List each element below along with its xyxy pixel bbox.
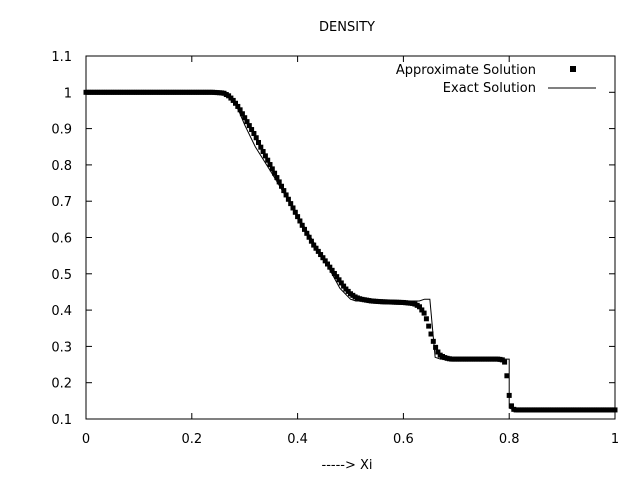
approx-point bbox=[509, 403, 514, 409]
approx-point bbox=[276, 179, 282, 185]
approx-point bbox=[315, 248, 321, 254]
approx-point bbox=[428, 331, 434, 337]
x-tick-label: 1 bbox=[611, 432, 619, 447]
approx-point bbox=[246, 123, 252, 129]
x-axis: 0 0.2 0.4 0.6 0.8 1 bbox=[82, 56, 619, 447]
approx-point bbox=[288, 201, 294, 207]
approx-point bbox=[329, 267, 335, 273]
approx-point bbox=[426, 323, 432, 329]
y-tick-label: 0.4 bbox=[51, 304, 72, 319]
y-tick-label: 0.8 bbox=[51, 159, 72, 174]
approx-point bbox=[274, 175, 280, 181]
approx-point bbox=[258, 144, 264, 150]
approx-point bbox=[256, 139, 261, 145]
plot-area bbox=[83, 89, 618, 413]
approx-point bbox=[265, 157, 271, 163]
approx-point bbox=[235, 103, 241, 109]
approx-point bbox=[283, 192, 289, 198]
approx-point bbox=[302, 226, 307, 232]
approx-point bbox=[417, 304, 422, 310]
approx-point bbox=[269, 166, 275, 172]
approx-point bbox=[233, 100, 238, 106]
approx-point bbox=[318, 252, 324, 258]
approx-point bbox=[419, 307, 425, 313]
approx-point bbox=[336, 277, 342, 283]
approx-point bbox=[267, 162, 273, 168]
approx-point bbox=[260, 149, 266, 155]
y-tick-label: 0.5 bbox=[51, 268, 72, 283]
approx-point bbox=[295, 214, 301, 220]
x-tick-label: 0.4 bbox=[287, 432, 308, 447]
approx-point bbox=[253, 135, 259, 141]
y-tick-label: 0.9 bbox=[51, 123, 72, 138]
approx-point bbox=[242, 115, 248, 121]
approx-point bbox=[421, 310, 427, 316]
approx-point bbox=[612, 407, 618, 413]
approx-point bbox=[320, 255, 326, 261]
approx-point bbox=[308, 238, 314, 244]
approx-point bbox=[504, 373, 510, 379]
approx-point bbox=[306, 234, 312, 240]
approx-point bbox=[311, 242, 317, 248]
approx-point bbox=[435, 349, 441, 355]
approx-point bbox=[272, 170, 278, 176]
approx-point bbox=[244, 119, 250, 125]
legend-marker-approximate bbox=[570, 66, 576, 72]
plot-frame bbox=[85, 55, 616, 420]
approx-point bbox=[297, 218, 303, 224]
y-tick-label: 1.1 bbox=[51, 50, 72, 65]
x-tick-label: 0 bbox=[82, 432, 90, 447]
approx-point bbox=[251, 130, 257, 136]
legend-label-approximate: Approximate Solution bbox=[396, 63, 536, 78]
approx-point bbox=[239, 111, 245, 117]
approx-point bbox=[262, 153, 268, 159]
x-axis-label: -----> Xi bbox=[322, 458, 373, 473]
y-tick-label: 0.1 bbox=[51, 413, 72, 428]
approx-point bbox=[327, 264, 333, 270]
approx-point bbox=[237, 107, 243, 113]
x-tick-label: 0.2 bbox=[181, 432, 202, 447]
approx-point bbox=[230, 97, 236, 103]
approx-point bbox=[506, 392, 512, 398]
approx-point bbox=[334, 274, 340, 280]
approx-point bbox=[430, 338, 436, 344]
legend: Approximate Solution Exact Solution bbox=[396, 63, 596, 96]
approx-point bbox=[325, 261, 330, 267]
approx-point bbox=[322, 258, 328, 264]
approx-point bbox=[304, 230, 310, 236]
approx-point bbox=[285, 196, 291, 202]
approx-point bbox=[290, 205, 296, 211]
approx-point bbox=[338, 280, 344, 286]
y-tick-label: 1 bbox=[64, 86, 72, 101]
approx-point bbox=[331, 270, 337, 276]
x-tick-label: 0.8 bbox=[499, 432, 520, 447]
series-exact-solution-line bbox=[86, 91, 615, 411]
approx-point bbox=[299, 222, 305, 228]
approx-point bbox=[313, 245, 319, 251]
approx-point bbox=[433, 344, 439, 350]
y-tick-label: 0.7 bbox=[51, 195, 72, 210]
y-tick-label: 0.2 bbox=[51, 377, 72, 392]
approx-point bbox=[341, 283, 347, 289]
legend-label-exact: Exact Solution bbox=[443, 81, 536, 96]
y-tick-label: 0.6 bbox=[51, 232, 72, 247]
chart-title: DENSITY bbox=[319, 20, 375, 35]
y-tick-label: 0.3 bbox=[51, 340, 72, 355]
approx-point bbox=[423, 316, 429, 322]
approx-point bbox=[292, 209, 298, 215]
series-approximate-solution bbox=[83, 89, 618, 413]
y-axis: 0.1 0.2 0.3 0.4 0.5 0.6 0.7 0.8 0.9 1 1.1 bbox=[51, 50, 615, 428]
approx-point bbox=[502, 359, 508, 365]
approx-point bbox=[281, 188, 287, 194]
approx-point bbox=[279, 183, 284, 189]
approx-point bbox=[249, 127, 255, 133]
x-tick-label: 0.6 bbox=[393, 432, 414, 447]
